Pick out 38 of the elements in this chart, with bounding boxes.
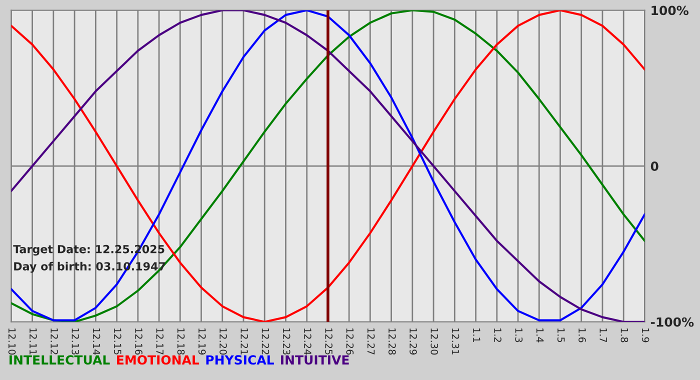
x-tick-label: 1.7 xyxy=(600,328,607,342)
x-tick-label: 12.15 xyxy=(114,328,122,354)
y-tick-label: 100% xyxy=(652,6,688,16)
text: INTELLECTUAL xyxy=(10,355,110,365)
x-tick-label: 12.21 xyxy=(240,328,248,354)
x-tick-label: 1.5 xyxy=(557,328,565,342)
x-tick-label: 12.29 xyxy=(410,328,417,355)
y-tick-label: 0 xyxy=(650,162,658,171)
x-tick-label: 12.19 xyxy=(198,328,206,355)
x-tick-label: 12.14 xyxy=(92,328,100,355)
x-tick-label: 1.2 xyxy=(494,328,502,342)
x-tick-label: 12.10 xyxy=(8,328,16,355)
x-tick-label: 1.4 xyxy=(536,328,544,342)
text: PHYSICAL xyxy=(206,355,274,365)
x-tick-label: 12.13 xyxy=(72,328,80,354)
x-tick-label: 12.27 xyxy=(368,328,375,354)
x-tick-label: 1.8 xyxy=(620,328,628,342)
x-tick-label: 12.26 xyxy=(346,328,354,355)
x-tick-label: 12.31 xyxy=(452,328,460,354)
x-tick-label: 12.30 xyxy=(430,328,438,355)
x-tick-label: 1.1 xyxy=(473,328,480,342)
x-tick-label: 12.24 xyxy=(304,328,312,355)
x-tick-label: 12.20 xyxy=(220,328,227,355)
x-tick-label: 12.28 xyxy=(388,328,396,355)
x-tick-label: 12.17 xyxy=(156,328,164,354)
x-tick-label: 12.11 xyxy=(30,328,37,354)
x-tick-label: 12.23 xyxy=(282,328,290,354)
text: INTUITIVE xyxy=(281,355,349,365)
x-tick-label: 1.9 xyxy=(642,328,650,342)
x-tick-label: 1.6 xyxy=(578,328,586,342)
x-tick-label: 12.25 xyxy=(325,328,332,354)
x-tick-label: 12.16 xyxy=(135,328,142,355)
x-tick-label: 12.18 xyxy=(177,328,185,355)
x-tick-label: 12.12 xyxy=(50,328,58,354)
x-tick-label: 12.22 xyxy=(262,328,270,354)
text: EMOTIONAL xyxy=(117,355,200,365)
x-tick-label: 1.3 xyxy=(515,328,523,342)
y-tick-label: -100% xyxy=(650,317,694,327)
